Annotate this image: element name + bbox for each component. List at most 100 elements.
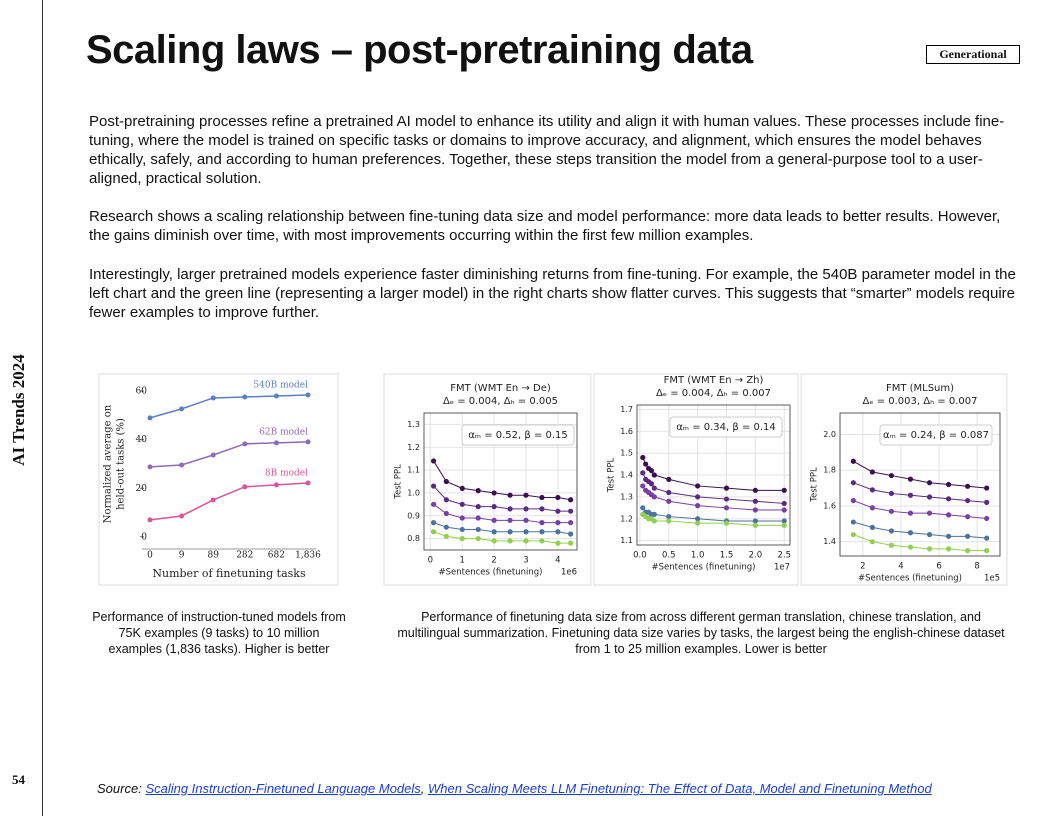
x-tick-label: 3 <box>523 556 528 566</box>
point <box>555 508 561 514</box>
series-line <box>149 441 309 468</box>
x-tick-label: 1 <box>460 556 465 566</box>
point <box>640 505 646 511</box>
x-axis-label: Number of finetuning tasks <box>152 567 306 580</box>
series-line <box>853 534 987 552</box>
point <box>430 483 437 489</box>
point <box>210 497 216 503</box>
point <box>850 531 856 538</box>
point <box>666 513 672 520</box>
point <box>539 529 545 535</box>
point <box>695 483 701 489</box>
source-link[interactable]: When Scaling Meets LLM Finetuning: The E… <box>428 781 932 796</box>
x-axis-label: #Sentences (finetuning) <box>858 574 962 584</box>
y-tick-label: 1.7 <box>620 405 633 414</box>
point <box>695 516 701 522</box>
point <box>907 544 914 550</box>
point <box>945 533 952 539</box>
y-axis-label: Test PPL <box>394 464 404 500</box>
tag: Generational <box>926 45 1020 64</box>
point <box>539 538 545 544</box>
point <box>459 515 465 521</box>
source-link[interactable]: Scaling Instruction-Finetuned Language M… <box>145 781 421 796</box>
x-tick-label: 4 <box>555 556 560 566</box>
x-tick-label: 2 <box>860 562 865 572</box>
point <box>850 497 856 504</box>
y-tick-label: 1.3 <box>620 492 633 501</box>
point <box>459 535 465 542</box>
point <box>888 490 895 497</box>
plot-frame <box>636 404 791 546</box>
point <box>869 505 875 511</box>
point <box>523 529 529 535</box>
point <box>507 506 513 512</box>
chart-title: Δₑ = 0.004, Δₕ = 0.007 <box>656 388 771 399</box>
series-line <box>433 485 571 512</box>
point <box>475 526 481 533</box>
chart-title: FMT (WMT En → De) <box>450 383 551 394</box>
point <box>945 481 952 488</box>
annotation-box <box>461 424 575 446</box>
series-label: 62B model <box>259 427 308 437</box>
point <box>305 439 311 445</box>
point <box>651 472 657 478</box>
point <box>666 498 672 504</box>
series-label: 540B model <box>253 381 308 391</box>
point <box>926 480 933 486</box>
point <box>869 539 875 545</box>
point <box>648 481 655 487</box>
point <box>539 506 545 512</box>
y-tick-label: 1.1 <box>620 536 633 545</box>
point <box>273 482 279 488</box>
point <box>523 506 529 512</box>
point <box>965 514 971 520</box>
point <box>907 530 914 536</box>
series-line <box>433 460 571 501</box>
series-line <box>149 394 309 419</box>
point <box>781 518 787 524</box>
point <box>869 524 875 531</box>
point <box>666 518 672 524</box>
point <box>723 505 730 511</box>
point <box>507 517 513 523</box>
point <box>242 484 248 490</box>
point <box>888 508 895 514</box>
y-axis-label: held-out tasks (%) <box>116 418 127 510</box>
point <box>984 515 990 522</box>
y-tick-label: 60 <box>136 387 148 397</box>
point <box>965 548 971 554</box>
point <box>459 485 465 491</box>
title: Scaling laws – post-pretraining data <box>86 28 753 72</box>
point <box>555 529 561 535</box>
point <box>539 520 545 526</box>
series-line <box>433 503 571 524</box>
x-tick-label: 0 <box>147 551 153 561</box>
point <box>907 492 914 498</box>
point <box>752 507 758 513</box>
point <box>491 490 497 496</box>
point <box>907 476 914 482</box>
x-unit: 1e5 <box>984 574 1000 584</box>
point <box>273 393 279 399</box>
point <box>926 531 933 538</box>
point <box>666 489 672 496</box>
point <box>945 496 952 502</box>
chart-title: Δₑ = 0.003, Δₕ = 0.007 <box>863 396 978 407</box>
y-axis-label: Test PPL <box>810 467 820 503</box>
x-tick-label: 0.0 <box>633 551 647 561</box>
x-tick-label: 2.0 <box>749 551 763 561</box>
point <box>443 497 449 503</box>
point <box>475 488 481 494</box>
point <box>305 480 311 486</box>
x-tick-label: 0 <box>428 556 433 566</box>
point <box>242 394 248 400</box>
point <box>430 529 437 535</box>
x-tick-label: 9 <box>179 551 185 561</box>
point <box>568 540 574 546</box>
x-tick-label: 6 <box>936 562 941 572</box>
point <box>459 501 465 507</box>
point <box>640 470 646 476</box>
plot-frame <box>839 412 1001 557</box>
point <box>907 510 914 516</box>
